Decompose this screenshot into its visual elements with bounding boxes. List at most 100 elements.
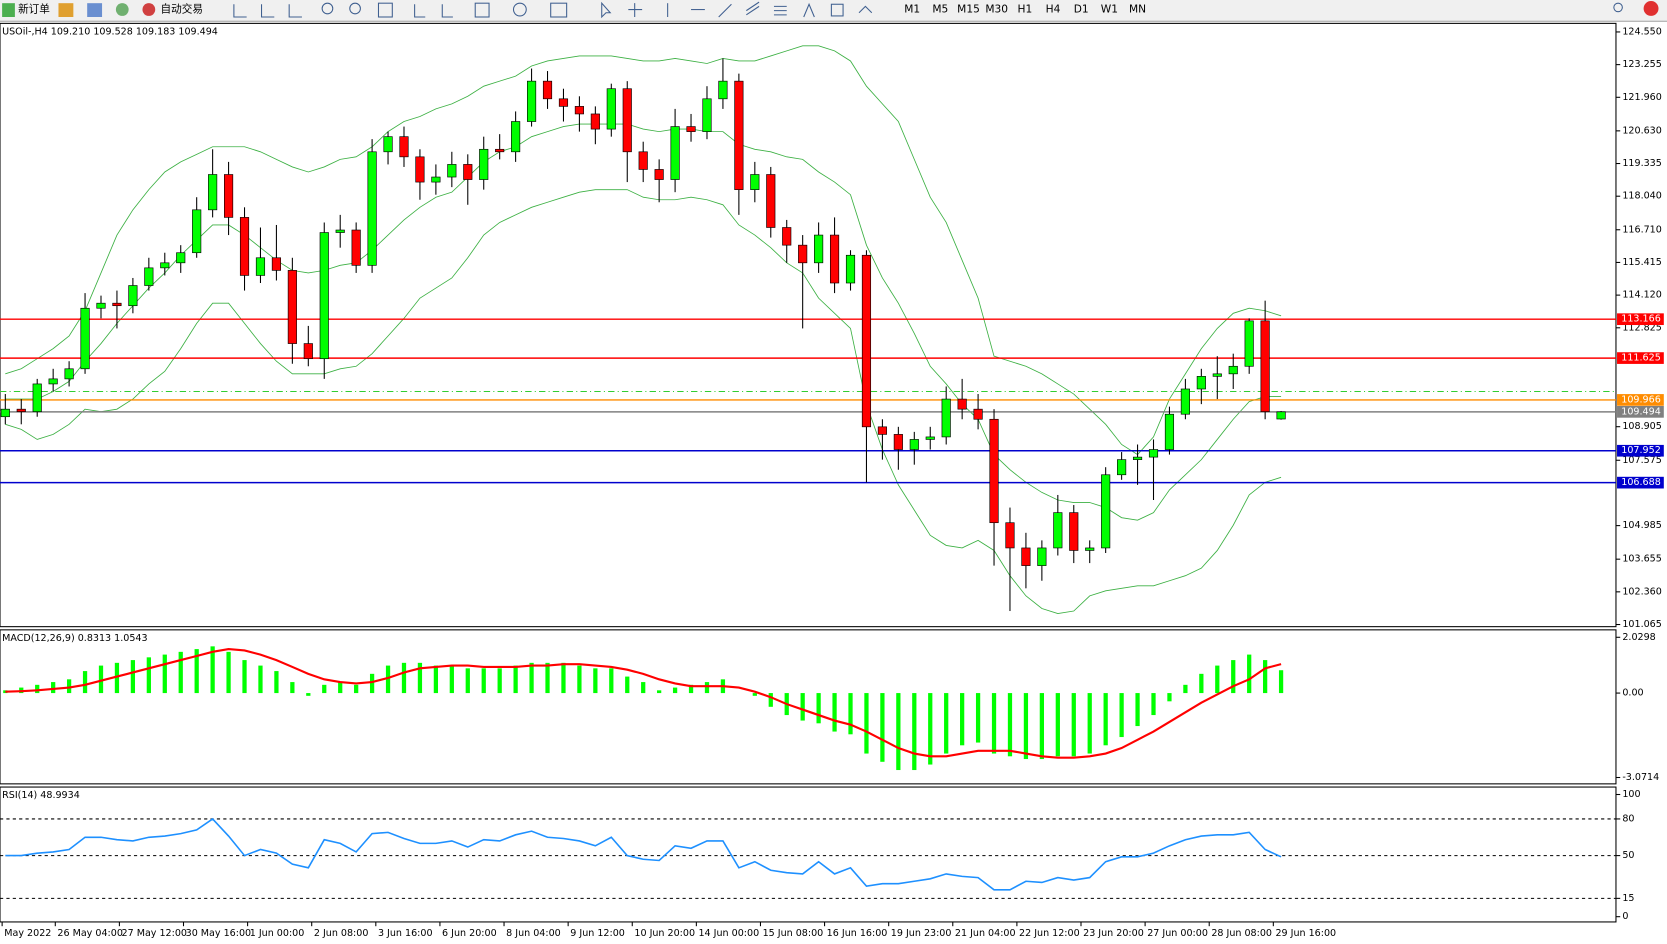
timeframe-button[interactable]: M5 [932,3,948,16]
y-tick-label: 80 [1622,813,1634,824]
candle-body [479,148,489,180]
x-tick-label: 8 Jun 04:00 [506,928,561,939]
macd-bar [896,693,901,771]
candle-body [176,252,186,264]
candle-body [734,80,744,190]
label-button[interactable] [830,3,844,17]
candle-body [829,234,840,284]
panel-header: RSI(14) 48.9934 [2,790,80,801]
candle-body [750,174,760,190]
new-order-icon[interactable] [2,3,15,17]
x-tick-label: 28 Jun 08:00 [1211,928,1272,939]
x-tick-label: 21 Jun 04:00 [955,928,1016,939]
timeframe-button[interactable]: M15 [957,3,980,16]
candle-body [1244,320,1254,367]
tile-button[interactable] [377,2,393,18]
x-tick-label: 3 Jun 16:00 [378,928,433,939]
macd-bar [385,665,391,694]
zoom-in-button[interactable] [321,2,334,15]
zoom-out-button[interactable] [349,2,361,15]
timeframe-button[interactable]: D1 [1074,3,1089,16]
text-button[interactable] [803,2,815,18]
macd-bar [226,651,231,694]
crosshair-button[interactable] [628,3,643,17]
candle-body [590,113,600,130]
candle-chart-button[interactable] [261,4,275,18]
candle-body [1005,522,1015,549]
macd-bar [1087,693,1092,754]
macd-bar [1055,693,1060,757]
templates-button[interactable] [550,2,568,18]
notification-badge[interactable] [1643,1,1659,16]
timeframe-button[interactable]: H4 [1046,3,1061,16]
arrows-button[interactable] [858,5,873,14]
x-tick-label: May 2022 [4,928,51,939]
macd-bar [944,693,949,754]
trendline-button[interactable] [718,3,732,18]
fibo-button[interactable] [773,5,787,16]
timeframe-button[interactable]: M30 [985,3,1008,16]
y-tick-label: 121.960 [1622,92,1662,103]
macd-bar [688,684,694,694]
candle-body [542,80,553,100]
macd-bar [1278,670,1284,694]
timeframe-button[interactable]: M1 [904,3,920,16]
candle-body [0,408,10,418]
periods-button[interactable] [512,2,527,17]
x-tick-label: 23 Jun 20:00 [1083,928,1144,939]
macd-bar [864,693,869,754]
new-order-button[interactable]: 新订单 [18,3,50,16]
candle-body [1053,512,1063,549]
candle-body [925,436,935,440]
cursor-button[interactable] [601,1,612,19]
bar-chart-button[interactable] [233,4,247,18]
toolbar-icon[interactable] [58,3,74,17]
macd-bar [66,679,72,694]
candle-body [1117,459,1127,476]
level-price-box [1617,476,1664,489]
y-tick-label: 108.905 [1622,421,1662,432]
macd-bar [513,665,518,694]
price-panel: 124.550 123.255 121.960 120.630 119.335 118.0… [0,22,1664,630]
line-chart-button[interactable] [288,4,302,18]
shift-button[interactable] [441,4,453,18]
toolbar-icon[interactable] [115,3,129,16]
macd-bar [832,693,837,732]
timeframe-button[interactable]: MN [1129,3,1146,16]
auto-trade-button[interactable]: 自动交易 [161,3,203,16]
candle-body [766,174,776,228]
candle-body [702,98,712,132]
channel-button[interactable] [746,1,760,16]
macd-bar [322,684,327,694]
candle-body [1228,365,1238,375]
auto-trade-icon[interactable] [142,3,156,16]
y-tick-label: -3.0714 [1622,772,1659,783]
level-price-label: 106.688 [1621,477,1661,488]
macd-bar [991,693,997,754]
timeframe-button[interactable]: H1 [1017,3,1032,16]
bollinger-lower [5,189,1282,614]
macd-bar [1007,693,1013,757]
autoscroll-button[interactable] [414,4,426,18]
candle-body [909,439,919,450]
level-price-label: 111.625 [1621,353,1661,364]
candle-body [319,232,329,360]
timeframe-button[interactable]: W1 [1101,3,1118,16]
macd-bar [848,693,853,735]
indicators-button[interactable] [474,2,490,18]
panel-header: MACD(12,26,9) 0.8313 1.0543 [2,633,147,644]
toolbar-icon[interactable] [87,3,103,17]
candle-body [160,262,170,269]
candle-body [64,368,74,380]
macd-bar [1199,673,1204,694]
x-tick-label: 30 May 16:00 [186,928,251,939]
candle-body [431,176,441,183]
candle-body [654,169,664,180]
search-button[interactable] [1613,2,1623,13]
candle-body [208,174,218,211]
candle-body [495,148,505,153]
y-tick-label: 119.335 [1622,158,1662,169]
macd-bar [354,684,359,694]
macd-bar [1023,693,1029,760]
